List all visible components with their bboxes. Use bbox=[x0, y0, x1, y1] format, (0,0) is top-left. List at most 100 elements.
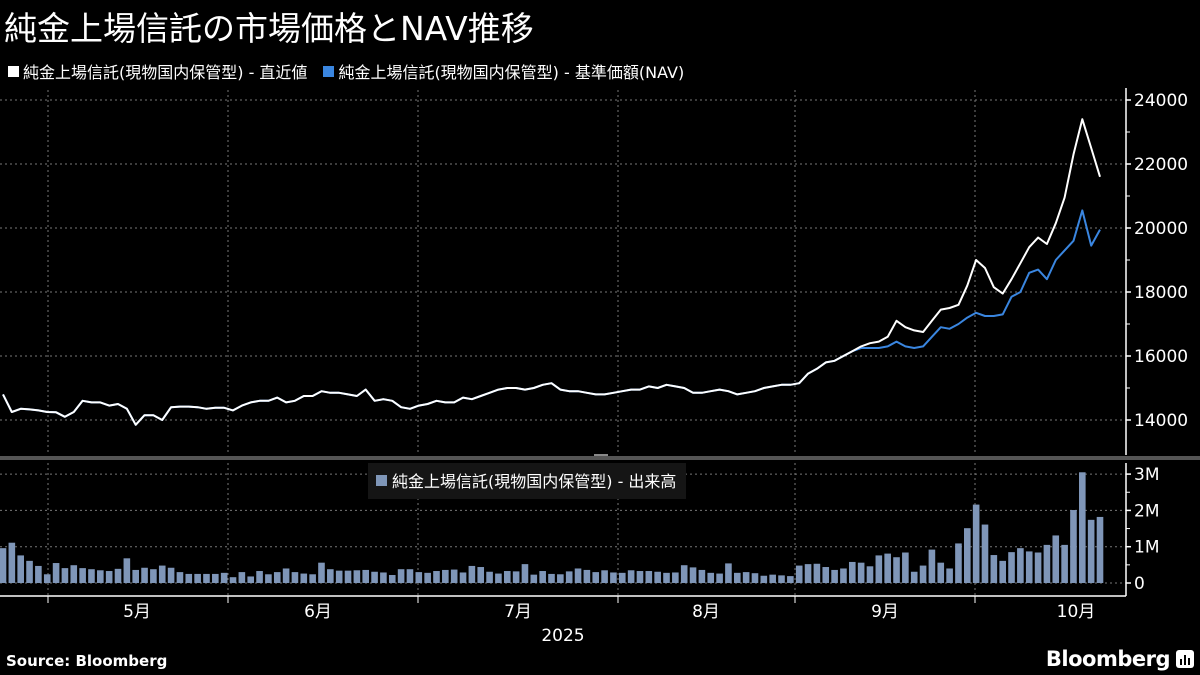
y-tick-label: 24000 bbox=[1134, 91, 1188, 111]
x-axis-year-label: 2025 bbox=[541, 626, 584, 646]
y-tick-label: 22000 bbox=[1134, 155, 1188, 175]
volume-bar bbox=[1061, 544, 1068, 583]
volume-bar bbox=[256, 571, 263, 583]
volume-bar bbox=[1017, 548, 1024, 583]
volume-bar bbox=[848, 561, 856, 583]
volume-bar bbox=[79, 568, 86, 583]
volume-bar bbox=[601, 570, 608, 583]
volume-bar bbox=[212, 573, 219, 583]
volume-bar bbox=[548, 573, 555, 583]
volume-bar bbox=[495, 573, 502, 583]
volume-bar bbox=[512, 571, 520, 583]
volume-bar bbox=[583, 569, 591, 583]
volume-bar bbox=[610, 572, 617, 583]
volume-bar bbox=[760, 575, 768, 583]
x-tick-label: 7月 bbox=[504, 602, 532, 622]
volume-bar bbox=[486, 571, 493, 583]
legend-swatch-volume bbox=[376, 474, 387, 486]
volume-bar bbox=[300, 573, 308, 583]
volume-bar bbox=[902, 552, 909, 583]
volume-bar bbox=[433, 571, 440, 583]
volume-bar bbox=[716, 573, 723, 583]
volume-y-tick-label: 0 bbox=[1134, 574, 1145, 594]
volume-bar bbox=[335, 570, 343, 583]
volume-bar bbox=[176, 572, 184, 583]
volume-bar bbox=[725, 563, 732, 583]
volume-bar bbox=[70, 565, 78, 583]
volume-bar bbox=[26, 560, 33, 583]
volume-bar bbox=[530, 574, 538, 583]
volume-bar bbox=[654, 571, 661, 583]
y-tick-label: 16000 bbox=[1134, 347, 1188, 367]
volume-bar bbox=[884, 553, 891, 583]
volume-bar bbox=[937, 562, 945, 583]
volume-bar bbox=[831, 569, 838, 583]
volume-bar bbox=[972, 504, 980, 583]
volume-bar bbox=[468, 565, 476, 583]
volume-bar bbox=[61, 568, 69, 583]
volume-bar bbox=[919, 565, 927, 583]
volume-bar bbox=[158, 565, 166, 583]
volume-bar bbox=[963, 528, 971, 583]
volume-bar bbox=[565, 571, 573, 583]
volume-bar bbox=[185, 573, 193, 583]
volume-bar bbox=[813, 563, 821, 583]
volume-bar bbox=[680, 565, 688, 583]
volume-bar bbox=[893, 557, 900, 583]
bloomberg-chart-icon bbox=[1176, 650, 1194, 668]
volume-legend: 純金上場信託(現物国内保管型) - 出来高 bbox=[368, 463, 687, 499]
volume-y-tick-label: 3M bbox=[1134, 465, 1159, 485]
volume-bar bbox=[265, 574, 272, 583]
volume-bar bbox=[203, 573, 210, 583]
volume-bar bbox=[8, 542, 16, 583]
volume-bar bbox=[459, 572, 467, 583]
legend-swatch-white bbox=[8, 65, 19, 77]
volume-bar bbox=[150, 569, 157, 583]
volume-bar bbox=[618, 572, 626, 583]
volume-bar bbox=[1034, 552, 1042, 583]
volume-bar bbox=[282, 568, 290, 583]
volume-bar bbox=[707, 572, 715, 583]
volume-bar bbox=[557, 574, 564, 583]
volume-bar bbox=[787, 576, 794, 583]
divider-handle[interactable] bbox=[594, 454, 608, 456]
volume-bar bbox=[52, 563, 60, 583]
x-tick-label: 10月 bbox=[1057, 602, 1096, 622]
volume-bar bbox=[857, 562, 865, 583]
market-price-line bbox=[2, 118, 1101, 426]
volume-bar bbox=[866, 566, 874, 583]
volume-bar bbox=[477, 567, 485, 583]
volume-bar bbox=[309, 574, 316, 583]
price-lines bbox=[2, 118, 1101, 426]
volume-bar bbox=[17, 555, 24, 583]
volume-bar bbox=[362, 569, 370, 583]
volume-bar bbox=[574, 568, 582, 583]
volume-bar bbox=[1070, 510, 1077, 583]
chart-title: 純金上場信託の市場価格とNAV推移 bbox=[4, 9, 534, 48]
x-tick-label: 9月 bbox=[871, 602, 899, 622]
volume-bar bbox=[1025, 551, 1033, 583]
y-tick-label: 14000 bbox=[1134, 411, 1188, 431]
panel-divider[interactable] bbox=[0, 456, 1200, 460]
volume-bar bbox=[132, 569, 140, 583]
volume-bar bbox=[795, 565, 803, 583]
volume-bar bbox=[247, 576, 255, 583]
legend-label: 純金上場信託(現物国内保管型) - 直近値 bbox=[23, 63, 308, 82]
x-tick-label: 5月 bbox=[123, 602, 151, 622]
volume-bar bbox=[1052, 535, 1060, 583]
volume-bar bbox=[733, 572, 741, 583]
legend-swatch-blue bbox=[323, 65, 335, 77]
volume-bar bbox=[371, 571, 378, 583]
volume-bar bbox=[35, 565, 42, 583]
volume-bar bbox=[804, 564, 812, 583]
volume-bar bbox=[327, 569, 334, 583]
volume-bar bbox=[689, 567, 697, 583]
volume-bar bbox=[141, 567, 148, 583]
volume-bar bbox=[990, 555, 998, 583]
volume-bar bbox=[698, 569, 706, 583]
volume-bar bbox=[353, 570, 361, 583]
gridlines bbox=[0, 90, 1126, 598]
volume-bar bbox=[672, 572, 679, 583]
legend-label: 純金上場信託(現物国内保管型) - 基準価額(NAV) bbox=[338, 63, 685, 82]
